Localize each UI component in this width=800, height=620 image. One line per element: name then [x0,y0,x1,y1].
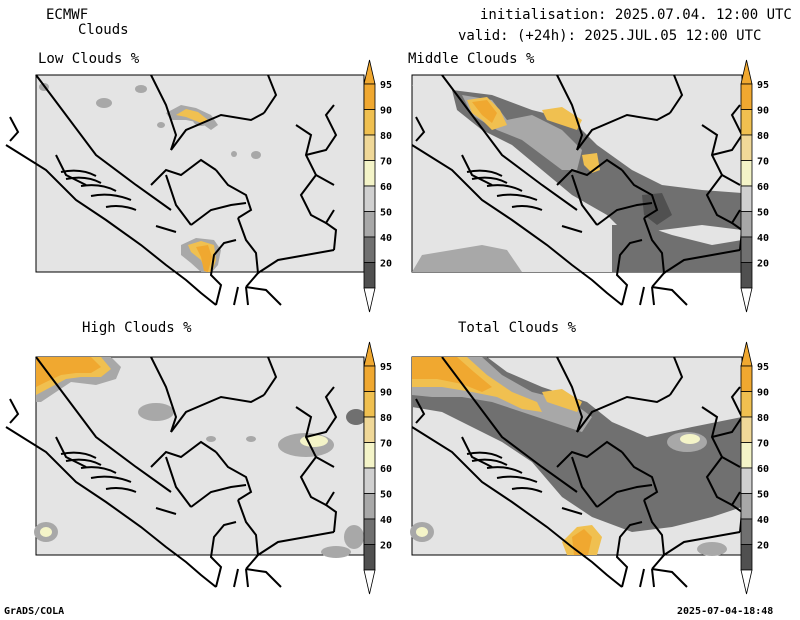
colorbar-label: 50 [380,490,392,501]
colorbar-segment [740,442,753,469]
colorbar-segment [363,518,376,545]
panel-title-low: Low Clouds % [38,51,140,67]
panel-total-clouds [410,356,743,588]
colorbar-label: 20 [757,541,769,552]
colorbar-label: 40 [757,515,769,526]
colorbar-segment [363,134,376,161]
cloud-patch [251,151,261,159]
colorbar-label: 40 [757,233,769,244]
colorbar-segment [740,365,753,392]
colorbar-bottom-tip [363,569,376,595]
software-credit: GrADS/COLA [4,606,65,617]
colorbar: 95 90 80 70 60 50 40 20 [740,341,769,595]
render-timestamp: 2025-07-04-18:48 [677,606,774,617]
colorbar-top-tip [363,341,376,367]
colorbar-segment [740,160,753,187]
colorbar-segment [740,83,753,110]
colorbar-segment [740,416,753,443]
cloud-patch [135,85,147,93]
colorbar-label: 20 [757,259,769,270]
colorbar-segment [740,391,753,418]
colorbar-segment [363,391,376,418]
colorbar-label: 80 [380,131,392,142]
colorbar-label: 90 [757,388,769,399]
colorbar-top-tip [363,59,376,85]
colorbar-label: 60 [757,464,769,475]
colorbar-label: 90 [757,106,769,117]
colorbar-segment [363,109,376,136]
colorbar-segment [363,467,376,494]
panel-title-high: High Clouds % [82,320,192,336]
colorbar-segment [363,262,376,289]
colorbar-segment [363,442,376,469]
colorbar-segment [363,416,376,443]
colorbar-segment [740,236,753,263]
colorbar-label: 90 [380,388,392,399]
panel-high-clouds [5,356,366,588]
colorbar-segment [740,109,753,136]
cloud-patch [96,98,112,108]
panel-low-clouds [5,74,365,306]
colorbar: 95 90 80 70 60 50 40 20 [363,341,392,595]
colorbar: 95 90 80 70 60 50 40 20 [740,59,769,313]
colorbar-segment [740,211,753,238]
colorbar-segment [363,160,376,187]
colorbar-label: 20 [380,259,392,270]
colorbar-label: 50 [757,490,769,501]
colorbar-segment [363,544,376,571]
colorbar-segment [740,544,753,571]
colorbar-label: 50 [380,208,392,219]
colorbar-label: 80 [757,413,769,424]
colorbar-label: 80 [380,413,392,424]
colorbar-segment [740,493,753,520]
parameter-label: Clouds [78,22,129,38]
colorbar-label: 60 [757,182,769,193]
colorbar-segment [363,365,376,392]
colorbar-top-tip [740,341,753,367]
model-label: ECMWF [46,7,89,23]
colorbar-segment [363,211,376,238]
colorbar-label: 90 [380,106,392,117]
colorbar-segment [740,467,753,494]
colorbar-segment [363,236,376,263]
colorbar-segment [363,185,376,212]
colorbar-segment [363,493,376,520]
panel-title-total: Total Clouds % [458,320,577,336]
colorbar-label: 95 [757,80,769,91]
colorbar-label: 40 [380,233,392,244]
panel-middle-clouds [411,74,743,306]
colorbar-segment [740,262,753,289]
colorbar-label: 60 [380,464,392,475]
colorbar-label: 80 [757,131,769,142]
colorbar-bottom-tip [740,287,753,313]
colorbar-label: 20 [380,541,392,552]
colorbar-bottom-tip [363,287,376,313]
colorbar-label: 50 [757,208,769,219]
cloud-patch [157,122,165,128]
colorbar-label: 95 [380,362,392,373]
colorbar-label: 40 [380,515,392,526]
colorbar-bottom-tip [740,569,753,595]
panel-title-middle: Middle Clouds % [408,51,535,67]
colorbar-segment [363,83,376,110]
colorbar: 95 90 80 70 60 50 40 20 [363,59,392,313]
colorbar-label: 70 [757,439,769,450]
colorbar-label: 70 [380,439,392,450]
colorbar-label: 70 [757,157,769,168]
cloud-patch [231,151,237,157]
colorbar-label: 95 [757,362,769,373]
colorbar-top-tip [740,59,753,85]
init-label: initialisation: 2025.07.04. 12:00 UTC [480,7,792,23]
colorbar-label: 95 [380,80,392,91]
colorbar-label: 60 [380,182,392,193]
colorbar-segment [740,518,753,545]
colorbar-segment [740,185,753,212]
colorbar-label: 70 [380,157,392,168]
valid-label: valid: (+24h): 2025.JUL.05 12:00 UTC [458,28,762,44]
colorbar-segment [740,134,753,161]
